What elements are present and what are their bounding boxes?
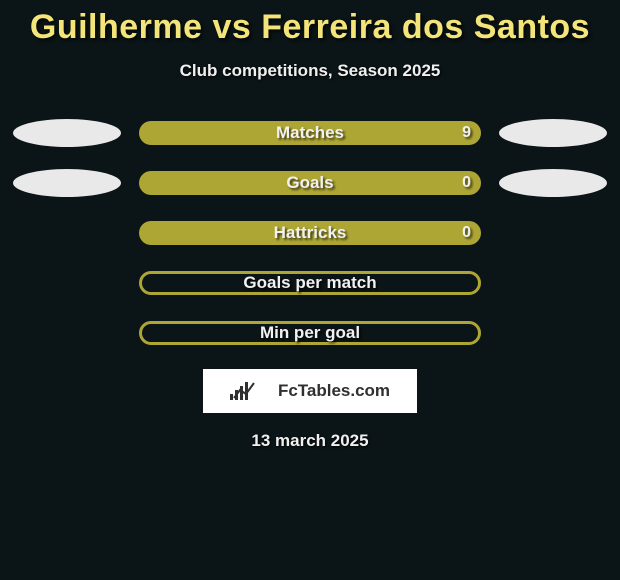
stat-label: Matches: [139, 123, 481, 143]
stat-value: 9: [462, 124, 471, 142]
stat-row: Goals 0: [0, 169, 620, 197]
date-label: 13 march 2025: [0, 431, 620, 451]
stat-rows: Matches 9 Goals 0 Hattricks 0 Goals per …: [0, 119, 620, 347]
stat-value: 0: [462, 224, 471, 242]
spacer: [13, 269, 121, 297]
stat-label: Min per goal: [142, 323, 478, 343]
stat-bar-hattricks: Hattricks 0: [139, 221, 481, 245]
logo: FcTables.com: [203, 369, 417, 413]
player-left-marker: [13, 119, 121, 147]
spacer: [13, 319, 121, 347]
player-right-marker: [499, 119, 607, 147]
logo-text: FcTables.com: [278, 381, 390, 401]
stat-row: Goals per match: [0, 269, 620, 297]
logo-line-icon: [254, 382, 274, 400]
stat-label: Goals: [139, 173, 481, 193]
stat-value: 0: [462, 174, 471, 192]
stat-label: Goals per match: [142, 273, 478, 293]
stat-row: Hattricks 0: [0, 219, 620, 247]
player-left-marker: [13, 169, 121, 197]
player-right-marker: [499, 169, 607, 197]
page-title: Guilherme vs Ferreira dos Santos: [0, 0, 620, 47]
stat-row: Min per goal: [0, 319, 620, 347]
stat-row: Matches 9: [0, 119, 620, 147]
spacer: [13, 219, 121, 247]
stat-label: Hattricks: [139, 223, 481, 243]
spacer: [499, 319, 607, 347]
stat-bar-min-per-goal: Min per goal: [139, 321, 481, 345]
spacer: [499, 219, 607, 247]
stat-bar-goals-per-match: Goals per match: [139, 271, 481, 295]
stat-bar-matches: Matches 9: [139, 121, 481, 145]
subtitle: Club competitions, Season 2025: [0, 61, 620, 81]
spacer: [499, 269, 607, 297]
stat-bar-goals: Goals 0: [139, 171, 481, 195]
